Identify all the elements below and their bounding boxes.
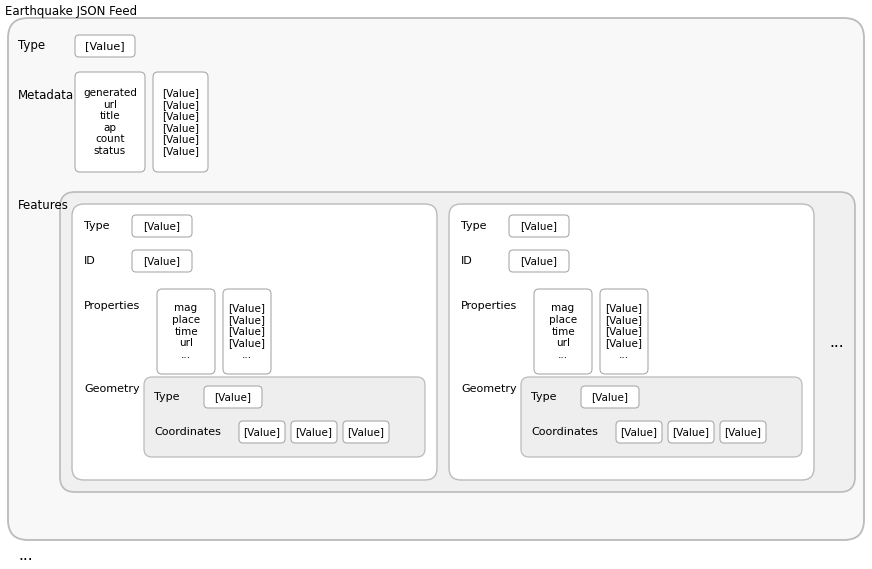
Text: [Value]: [Value] — [591, 392, 629, 402]
Text: Type: Type — [18, 39, 45, 52]
Text: [Value]: [Value] — [243, 427, 281, 437]
Text: Metadata: Metadata — [18, 89, 74, 101]
FancyBboxPatch shape — [581, 386, 639, 408]
Text: [Value]: [Value] — [144, 221, 181, 231]
FancyBboxPatch shape — [157, 289, 215, 374]
Text: mag
place
time
url
...: mag place time url ... — [172, 303, 200, 360]
Text: generated
url
title
ap
count
status: generated url title ap count status — [83, 88, 137, 156]
FancyBboxPatch shape — [616, 421, 662, 443]
Text: Type: Type — [461, 221, 487, 231]
FancyBboxPatch shape — [449, 204, 814, 480]
FancyBboxPatch shape — [509, 215, 569, 237]
FancyBboxPatch shape — [75, 72, 145, 172]
Text: [Value]: [Value] — [725, 427, 761, 437]
FancyBboxPatch shape — [343, 421, 389, 443]
FancyBboxPatch shape — [534, 289, 592, 374]
Text: [Value]
[Value]
[Value]
[Value]
...: [Value] [Value] [Value] [Value] ... — [605, 303, 643, 360]
FancyBboxPatch shape — [75, 35, 135, 57]
Text: Geometry: Geometry — [461, 384, 516, 394]
Text: mag
place
time
url
...: mag place time url ... — [549, 303, 577, 360]
Text: Type: Type — [531, 392, 556, 402]
Text: [Value]: [Value] — [144, 256, 181, 266]
FancyBboxPatch shape — [8, 18, 864, 540]
FancyBboxPatch shape — [521, 377, 802, 457]
FancyBboxPatch shape — [60, 192, 855, 492]
FancyBboxPatch shape — [291, 421, 337, 443]
Text: Geometry: Geometry — [84, 384, 140, 394]
Text: [Value]: [Value] — [521, 256, 557, 266]
Text: ...: ... — [829, 335, 844, 349]
FancyBboxPatch shape — [72, 204, 437, 480]
FancyBboxPatch shape — [223, 289, 271, 374]
Text: [Value]: [Value] — [348, 427, 385, 437]
Text: ...: ... — [18, 547, 32, 563]
Text: [Value]: [Value] — [296, 427, 332, 437]
Text: [Value]: [Value] — [621, 427, 657, 437]
Text: ID: ID — [461, 256, 473, 266]
Text: Properties: Properties — [461, 301, 517, 311]
FancyBboxPatch shape — [153, 72, 208, 172]
Text: [Value]
[Value]
[Value]
[Value]
...: [Value] [Value] [Value] [Value] ... — [228, 303, 265, 360]
Text: [Value]: [Value] — [85, 41, 125, 51]
Text: [Value]: [Value] — [521, 221, 557, 231]
FancyBboxPatch shape — [132, 250, 192, 272]
Text: Features: Features — [18, 199, 69, 212]
FancyBboxPatch shape — [132, 215, 192, 237]
FancyBboxPatch shape — [144, 377, 425, 457]
FancyBboxPatch shape — [668, 421, 714, 443]
FancyBboxPatch shape — [239, 421, 285, 443]
Text: Type: Type — [84, 221, 110, 231]
FancyBboxPatch shape — [600, 289, 648, 374]
Text: Properties: Properties — [84, 301, 140, 311]
Text: ID: ID — [84, 256, 96, 266]
Text: Type: Type — [154, 392, 180, 402]
FancyBboxPatch shape — [204, 386, 262, 408]
FancyBboxPatch shape — [720, 421, 766, 443]
Text: [Value]: [Value] — [215, 392, 251, 402]
Text: [Value]: [Value] — [672, 427, 710, 437]
Text: Coordinates: Coordinates — [531, 427, 598, 437]
Text: Coordinates: Coordinates — [154, 427, 221, 437]
Text: Earthquake JSON Feed: Earthquake JSON Feed — [5, 5, 137, 18]
Text: [Value]
[Value]
[Value]
[Value]
[Value]
[Value]: [Value] [Value] [Value] [Value] [Value] … — [162, 88, 199, 156]
FancyBboxPatch shape — [509, 250, 569, 272]
